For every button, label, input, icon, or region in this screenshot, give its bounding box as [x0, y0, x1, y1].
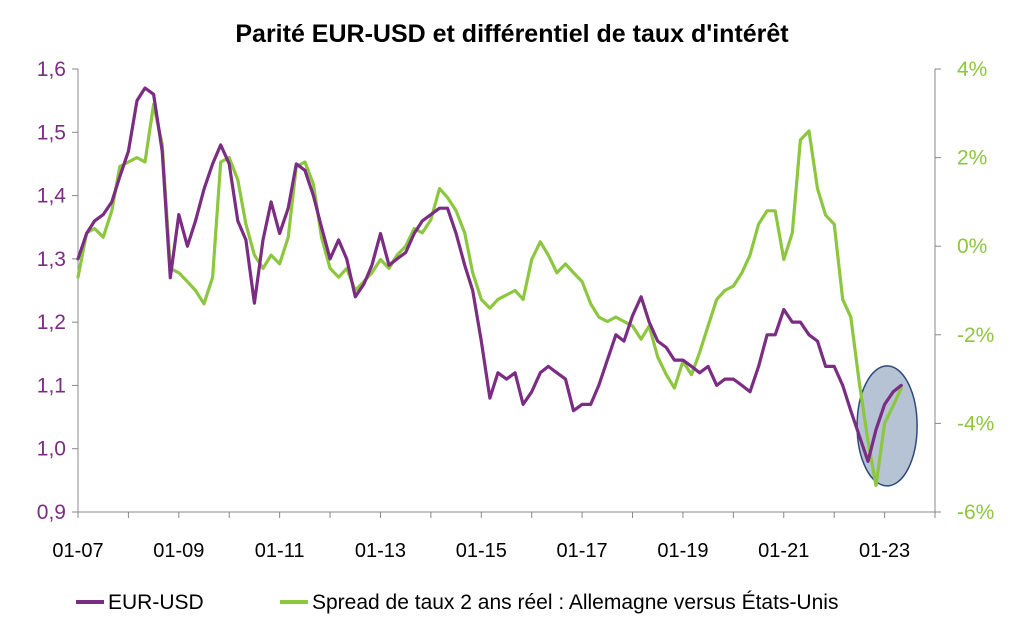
left-tick-label: 0,9 — [37, 501, 66, 524]
x-tick-label: 01-23 — [859, 540, 910, 562]
legend: EUR-USD Spread de taux 2 ans réel : Alle… — [76, 591, 838, 614]
left-tick-label: 1,3 — [37, 248, 66, 271]
x-tick-label: 01-07 — [52, 540, 103, 562]
left-axis-ticks: 0,9 1,0 1,1 1,2 1,3 1,4 1,5 1,6 — [37, 58, 78, 524]
right-tick-label: -6% — [957, 501, 994, 524]
left-tick-label: 1,0 — [37, 438, 66, 461]
x-tick-label: 01-19 — [657, 540, 708, 562]
series-line-spread — [76, 102, 903, 487]
x-tick-label: 01-09 — [153, 540, 204, 562]
right-tick-label: -2% — [957, 324, 994, 347]
series-line-eur-usd — [76, 86, 903, 463]
x-axis-ticks: 01-07 01-09 01-11 01-13 01-15 01-17 01-19 01-21… — [52, 512, 936, 562]
chart-title: Parité EUR-USD et différentiel de taux d… — [235, 20, 789, 48]
x-tick-label: 01-13 — [355, 540, 406, 562]
right-tick-label: -4% — [957, 412, 994, 435]
series-layer — [76, 86, 903, 487]
legend-label-eur-usd: EUR-USD — [108, 591, 204, 614]
x-tick-label: 01-17 — [557, 540, 608, 562]
x-tick-label: 01-15 — [456, 540, 507, 562]
right-tick-label: 4% — [957, 58, 987, 81]
left-tick-label: 1,2 — [37, 311, 66, 334]
right-tick-label: 0% — [957, 235, 987, 258]
x-tick-label: 01-11 — [255, 540, 305, 562]
right-axis-ticks: -6% -4% -2% 0% 2% 4% — [935, 58, 994, 524]
left-tick-label: 1,4 — [37, 185, 67, 208]
left-tick-label: 1,1 — [37, 374, 66, 397]
x-tick-label: 01-21 — [758, 540, 809, 562]
legend-label-spread: Spread de taux 2 ans réel : Allemagne ve… — [312, 591, 838, 614]
left-tick-label: 1,5 — [37, 121, 66, 144]
right-tick-label: 2% — [957, 147, 987, 170]
left-tick-label: 1,6 — [37, 58, 66, 81]
